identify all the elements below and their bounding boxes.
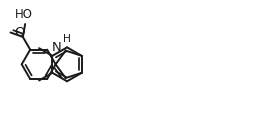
Text: HO: HO (15, 8, 33, 21)
Text: O: O (14, 26, 25, 39)
Text: N: N (52, 41, 61, 54)
Text: H: H (63, 34, 71, 44)
